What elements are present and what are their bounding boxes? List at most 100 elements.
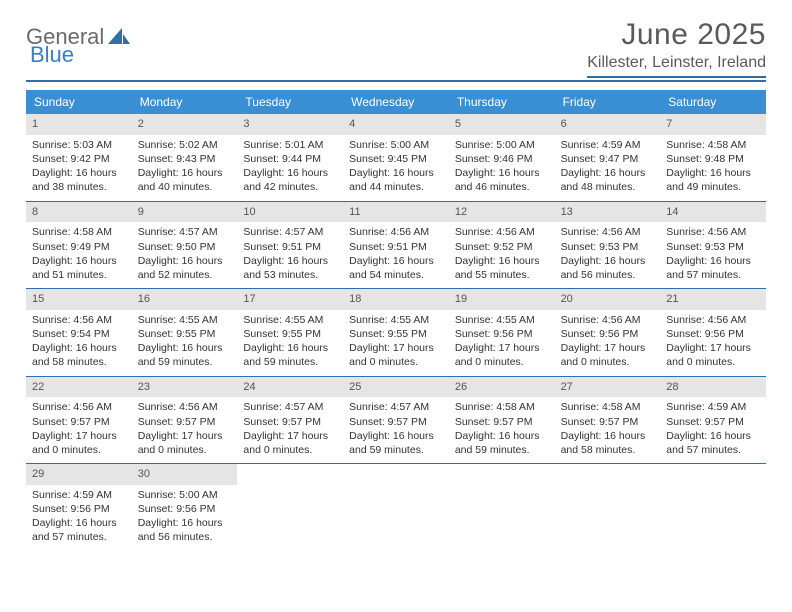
day-cell: 12Sunrise: 4:56 AMSunset: 9:52 PMDayligh… <box>449 202 555 289</box>
sunset-line: Sunset: 9:43 PM <box>138 152 232 166</box>
day-number: 10 <box>237 202 343 223</box>
day-cell: 14Sunrise: 4:56 AMSunset: 9:53 PMDayligh… <box>660 202 766 289</box>
sunrise-line: Sunrise: 4:59 AM <box>666 400 760 414</box>
sunset-line: Sunset: 9:57 PM <box>455 415 549 429</box>
day-cell: 15Sunrise: 4:56 AMSunset: 9:54 PMDayligh… <box>26 289 132 376</box>
day-body: Sunrise: 4:56 AMSunset: 9:57 PMDaylight:… <box>132 400 238 457</box>
daylight-line: Daylight: 16 hours and 38 minutes. <box>32 166 126 194</box>
sunrise-line: Sunrise: 4:59 AM <box>32 488 126 502</box>
sunrise-line: Sunrise: 4:56 AM <box>666 313 760 327</box>
sunrise-line: Sunrise: 4:59 AM <box>561 138 655 152</box>
sunrise-line: Sunrise: 4:56 AM <box>455 225 549 239</box>
day-number: 7 <box>660 114 766 135</box>
day-cell: 19Sunrise: 4:55 AMSunset: 9:56 PMDayligh… <box>449 289 555 376</box>
sunset-line: Sunset: 9:56 PM <box>561 327 655 341</box>
daylight-line: Daylight: 16 hours and 57 minutes. <box>666 254 760 282</box>
week-row: 15Sunrise: 4:56 AMSunset: 9:54 PMDayligh… <box>26 289 766 377</box>
daylight-line: Daylight: 16 hours and 53 minutes. <box>243 254 337 282</box>
day-body: Sunrise: 4:59 AMSunset: 9:57 PMDaylight:… <box>660 400 766 457</box>
day-body: Sunrise: 4:56 AMSunset: 9:52 PMDaylight:… <box>449 225 555 282</box>
weekday-header-row: Sunday Monday Tuesday Wednesday Thursday… <box>26 90 766 114</box>
day-body: Sunrise: 4:57 AMSunset: 9:57 PMDaylight:… <box>237 400 343 457</box>
day-cell: 25Sunrise: 4:57 AMSunset: 9:57 PMDayligh… <box>343 377 449 464</box>
location-text: Killester, Leinster, Ireland <box>587 54 766 78</box>
daylight-line: Daylight: 16 hours and 59 minutes. <box>243 341 337 369</box>
sunset-line: Sunset: 9:53 PM <box>666 240 760 254</box>
weekday-monday: Monday <box>132 90 238 114</box>
sunset-line: Sunset: 9:46 PM <box>455 152 549 166</box>
daylight-line: Daylight: 16 hours and 59 minutes. <box>349 429 443 457</box>
day-cell: 6Sunrise: 4:59 AMSunset: 9:47 PMDaylight… <box>555 114 661 201</box>
day-body: Sunrise: 4:56 AMSunset: 9:51 PMDaylight:… <box>343 225 449 282</box>
sunset-line: Sunset: 9:44 PM <box>243 152 337 166</box>
sunset-line: Sunset: 9:50 PM <box>138 240 232 254</box>
day-number: 27 <box>555 377 661 398</box>
sunrise-line: Sunrise: 5:03 AM <box>32 138 126 152</box>
daylight-line: Daylight: 16 hours and 54 minutes. <box>349 254 443 282</box>
day-number: 22 <box>26 377 132 398</box>
daylight-line: Daylight: 17 hours and 0 minutes. <box>666 341 760 369</box>
sunset-line: Sunset: 9:45 PM <box>349 152 443 166</box>
day-body: Sunrise: 4:56 AMSunset: 9:54 PMDaylight:… <box>26 313 132 370</box>
daylight-line: Daylight: 16 hours and 58 minutes. <box>32 341 126 369</box>
day-body: Sunrise: 4:58 AMSunset: 9:49 PMDaylight:… <box>26 225 132 282</box>
daylight-line: Daylight: 16 hours and 46 minutes. <box>455 166 549 194</box>
sunset-line: Sunset: 9:57 PM <box>32 415 126 429</box>
day-number: 25 <box>343 377 449 398</box>
day-number: 30 <box>132 464 238 485</box>
day-number: 20 <box>555 289 661 310</box>
sunrise-line: Sunrise: 4:56 AM <box>32 313 126 327</box>
sunrise-line: Sunrise: 4:57 AM <box>138 225 232 239</box>
day-body: Sunrise: 4:56 AMSunset: 9:53 PMDaylight:… <box>555 225 661 282</box>
week-row: 22Sunrise: 4:56 AMSunset: 9:57 PMDayligh… <box>26 377 766 465</box>
calendar-page: General June 2025 Killester, Leinster, I… <box>0 0 792 551</box>
sunset-line: Sunset: 9:57 PM <box>666 415 760 429</box>
sunrise-line: Sunrise: 4:57 AM <box>349 400 443 414</box>
day-number: 18 <box>343 289 449 310</box>
sunrise-line: Sunrise: 5:00 AM <box>455 138 549 152</box>
day-number: 12 <box>449 202 555 223</box>
day-number: 16 <box>132 289 238 310</box>
day-cell: . <box>343 464 449 551</box>
daylight-line: Daylight: 17 hours and 0 minutes. <box>32 429 126 457</box>
day-body: Sunrise: 5:01 AMSunset: 9:44 PMDaylight:… <box>237 138 343 195</box>
sunset-line: Sunset: 9:51 PM <box>349 240 443 254</box>
day-body: Sunrise: 4:59 AMSunset: 9:56 PMDaylight:… <box>26 488 132 545</box>
sunset-line: Sunset: 9:57 PM <box>138 415 232 429</box>
day-cell: 4Sunrise: 5:00 AMSunset: 9:45 PMDaylight… <box>343 114 449 201</box>
day-body: Sunrise: 4:57 AMSunset: 9:51 PMDaylight:… <box>237 225 343 282</box>
day-cell: . <box>237 464 343 551</box>
sunset-line: Sunset: 9:53 PM <box>561 240 655 254</box>
day-cell: 29Sunrise: 4:59 AMSunset: 9:56 PMDayligh… <box>26 464 132 551</box>
sunset-line: Sunset: 9:51 PM <box>243 240 337 254</box>
day-cell: 18Sunrise: 4:55 AMSunset: 9:55 PMDayligh… <box>343 289 449 376</box>
week-row: 29Sunrise: 4:59 AMSunset: 9:56 PMDayligh… <box>26 464 766 551</box>
sunrise-line: Sunrise: 4:56 AM <box>561 225 655 239</box>
sunset-line: Sunset: 9:47 PM <box>561 152 655 166</box>
weeks-grid: 1Sunrise: 5:03 AMSunset: 9:42 PMDaylight… <box>26 114 766 551</box>
sunset-line: Sunset: 9:54 PM <box>32 327 126 341</box>
day-cell: 28Sunrise: 4:59 AMSunset: 9:57 PMDayligh… <box>660 377 766 464</box>
day-cell: 11Sunrise: 4:56 AMSunset: 9:51 PMDayligh… <box>343 202 449 289</box>
week-row: 8Sunrise: 4:58 AMSunset: 9:49 PMDaylight… <box>26 202 766 290</box>
day-number: 4 <box>343 114 449 135</box>
sunrise-line: Sunrise: 4:57 AM <box>243 400 337 414</box>
sunset-line: Sunset: 9:42 PM <box>32 152 126 166</box>
sunrise-line: Sunrise: 4:55 AM <box>349 313 443 327</box>
logo-sail-icon <box>108 28 130 46</box>
day-cell: 27Sunrise: 4:58 AMSunset: 9:57 PMDayligh… <box>555 377 661 464</box>
sunrise-line: Sunrise: 4:56 AM <box>349 225 443 239</box>
weekday-tuesday: Tuesday <box>237 90 343 114</box>
day-cell: 2Sunrise: 5:02 AMSunset: 9:43 PMDaylight… <box>132 114 238 201</box>
day-cell: 5Sunrise: 5:00 AMSunset: 9:46 PMDaylight… <box>449 114 555 201</box>
day-cell: . <box>555 464 661 551</box>
day-number: 24 <box>237 377 343 398</box>
sunrise-line: Sunrise: 4:58 AM <box>666 138 760 152</box>
day-number: 6 <box>555 114 661 135</box>
sunrise-line: Sunrise: 5:00 AM <box>349 138 443 152</box>
daylight-line: Daylight: 16 hours and 56 minutes. <box>138 516 232 544</box>
day-number: 2 <box>132 114 238 135</box>
day-body: Sunrise: 4:56 AMSunset: 9:53 PMDaylight:… <box>660 225 766 282</box>
day-number: 8 <box>26 202 132 223</box>
day-number: 9 <box>132 202 238 223</box>
